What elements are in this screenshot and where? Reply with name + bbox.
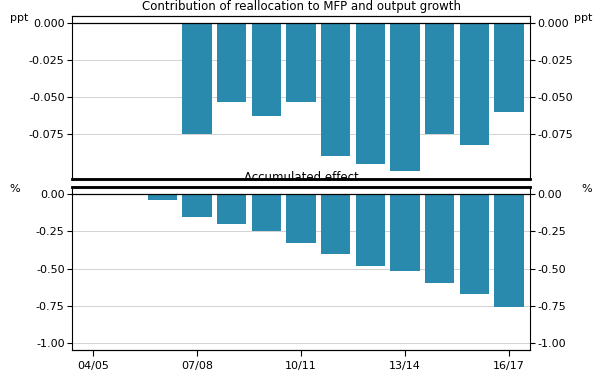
Bar (217, 23, 246, 102)
Bar (252, 194, 281, 231)
Bar (494, 194, 524, 307)
Bar (182, 23, 212, 134)
Text: ppt: ppt (574, 13, 592, 23)
Bar (356, 23, 385, 164)
Bar (425, 194, 455, 283)
Bar (459, 23, 489, 145)
Text: ppt: ppt (10, 13, 28, 23)
Text: %: % (582, 184, 592, 194)
Bar (217, 194, 246, 224)
Bar (390, 23, 420, 171)
Bar (425, 23, 455, 134)
Bar (356, 194, 385, 266)
Bar (321, 194, 350, 254)
Bar (252, 23, 281, 116)
Text: %: % (10, 184, 20, 194)
Bar (147, 194, 177, 200)
Bar (321, 23, 350, 156)
Bar (494, 23, 524, 112)
Title: Contribution of reallocation to MFP and output growth: Contribution of reallocation to MFP and … (141, 0, 461, 13)
Bar (287, 194, 315, 243)
Bar (287, 23, 315, 102)
Bar (390, 194, 420, 272)
Bar (182, 194, 212, 217)
Bar (459, 194, 489, 294)
Title: Accumulated effect: Accumulated effect (244, 171, 358, 184)
